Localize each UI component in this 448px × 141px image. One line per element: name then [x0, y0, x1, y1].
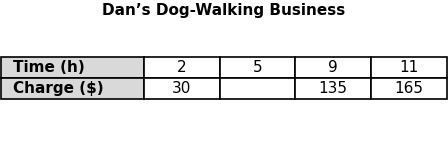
Text: Dan’s Dog-Walking Business: Dan’s Dog-Walking Business — [103, 3, 345, 18]
